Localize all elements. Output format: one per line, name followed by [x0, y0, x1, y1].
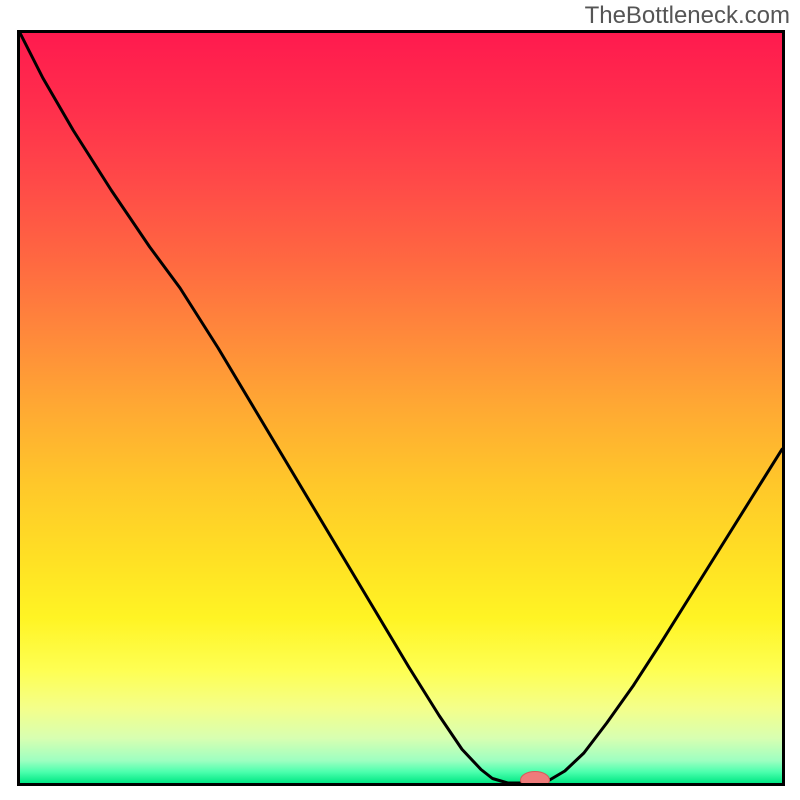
optimal-point-marker — [520, 771, 550, 787]
chart-frame — [17, 30, 785, 786]
bottleneck-curve — [20, 33, 782, 783]
watermark-text: TheBottleneck.com — [585, 2, 790, 30]
chart-container: TheBottleneck.com — [0, 0, 800, 800]
